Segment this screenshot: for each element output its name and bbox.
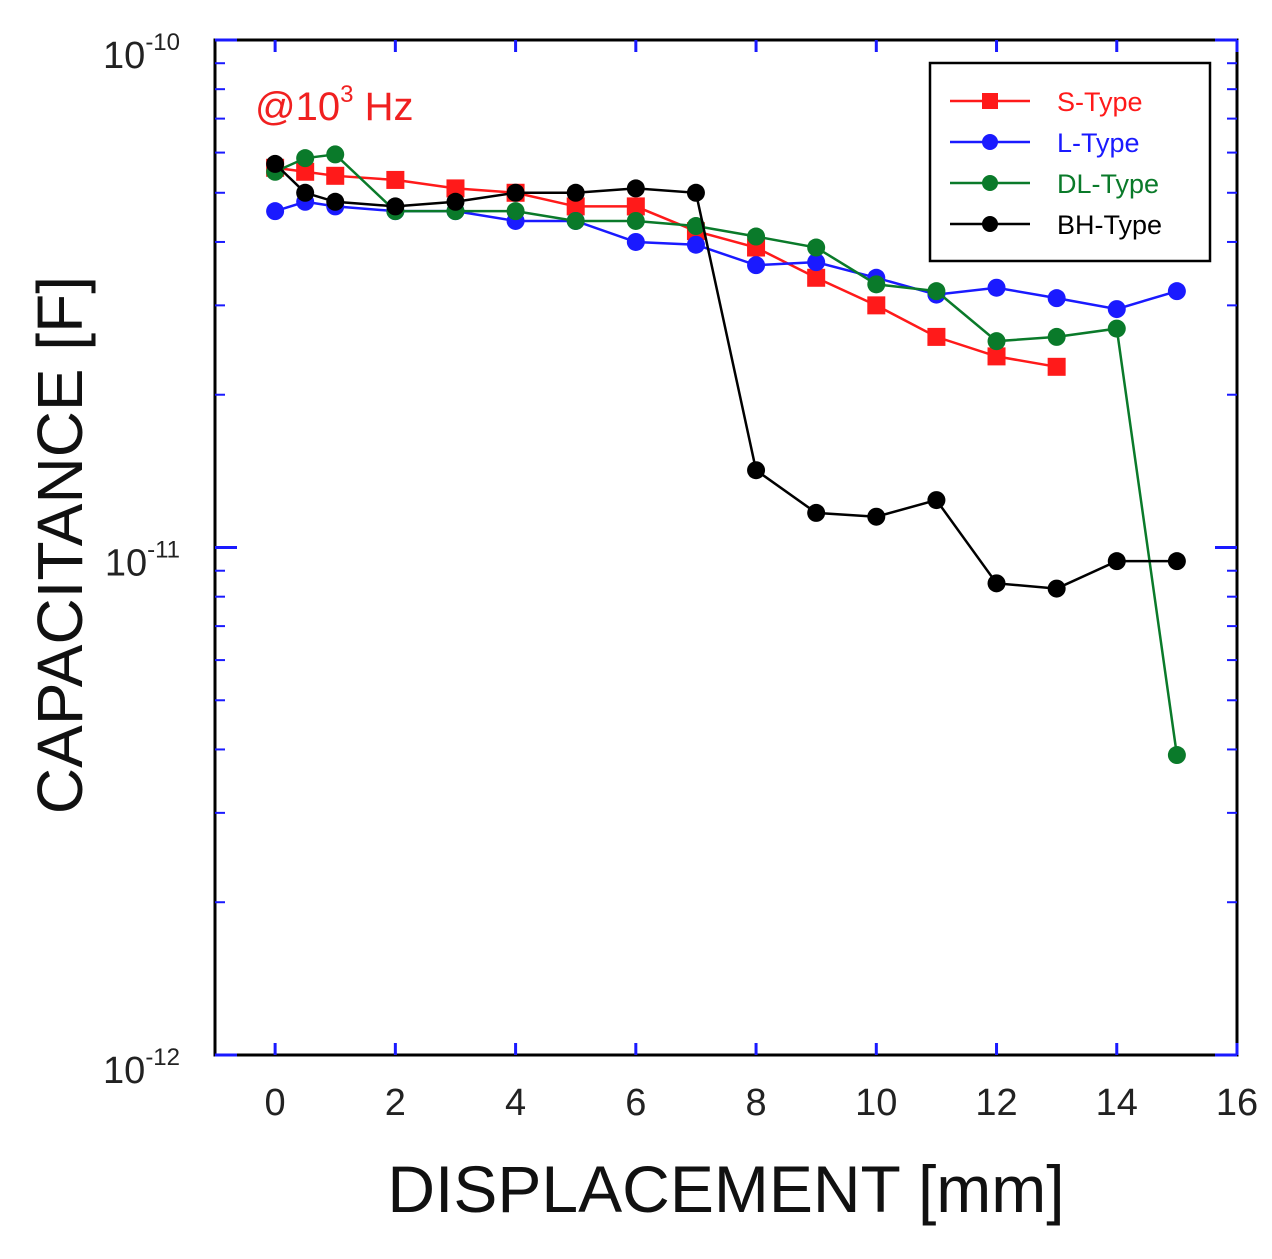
axes (213, 38, 1239, 1057)
bh-type-point (386, 197, 405, 216)
s-type-point (927, 327, 946, 346)
l-type-point (1167, 282, 1186, 301)
y-tick-label: 10-12 (103, 1044, 180, 1092)
s-type-point (1047, 357, 1066, 376)
bh-type-legend-marker (982, 216, 998, 232)
x-tick-label: 2 (385, 1082, 406, 1124)
dl-type-point (1107, 319, 1126, 338)
dl-type-point (686, 217, 705, 236)
l-type-legend-marker (982, 134, 998, 150)
legend-box (928, 61, 1212, 263)
bh-type-point (446, 192, 465, 211)
x-tick-label: 12 (975, 1082, 1017, 1124)
s-type-point (296, 162, 315, 181)
dl-type-legend-label: DL-Type (1057, 169, 1159, 199)
s-type-point (626, 197, 645, 216)
x-tick-label: 0 (265, 1082, 286, 1124)
dl-type-point (326, 145, 345, 164)
dl-type-point (1047, 327, 1066, 346)
x-axis-title: DISPLACEMENT [mm] (387, 1152, 1064, 1226)
bh-type-point (1107, 552, 1126, 571)
s-type-legend-label: S-Type (1057, 87, 1143, 117)
s-type-point (326, 166, 345, 185)
l-type-point (686, 235, 705, 254)
legend: S-Type L-Type DL-Type BH-Type (928, 61, 1212, 263)
x-tick-label: 16 (1216, 1082, 1258, 1124)
x-tick-label: 6 (625, 1082, 646, 1124)
bh-type-point (1167, 552, 1186, 571)
bh-type-point (807, 503, 826, 522)
bh-type-point (927, 491, 946, 510)
dl-type-point (987, 332, 1006, 351)
l-type-point (626, 232, 645, 251)
dl-type-point (867, 275, 886, 294)
dl-type-point (927, 282, 946, 301)
y-tick-label: 10-10 (103, 29, 180, 77)
s-type-point (807, 268, 826, 287)
bh-type-point (626, 179, 645, 198)
l-type-point (1107, 300, 1126, 319)
dl-type-point (296, 149, 315, 168)
bh-type-point (506, 183, 525, 202)
s-type-point (446, 179, 465, 198)
x-tick-label: 14 (1096, 1082, 1138, 1124)
bh-type-point (266, 154, 285, 173)
dl-type-point (506, 202, 525, 221)
s-type-point (867, 296, 886, 315)
x-tick-label: 10 (855, 1082, 897, 1124)
s-type-point (386, 170, 405, 189)
bh-type-point (747, 461, 766, 480)
bh-type-legend-label: BH-Type (1057, 210, 1162, 240)
y-axis-title: CAPACITANCE [F] (24, 276, 96, 814)
l-type-point (987, 278, 1006, 297)
l-type-point (747, 256, 766, 275)
l-type-point (266, 202, 285, 221)
dl-type-point (747, 227, 766, 246)
s-type-point (566, 197, 585, 216)
bh-type-point (867, 507, 886, 526)
dl-type-point (807, 238, 826, 257)
l-type-legend-label: L-Type (1057, 128, 1140, 158)
s-type-point (987, 347, 1006, 366)
bh-type-point (1047, 579, 1066, 598)
l-type-point (807, 253, 826, 272)
s-type-legend-marker (982, 93, 998, 109)
dl-type-legend-marker (982, 175, 998, 191)
series-layer (266, 145, 1186, 765)
bh-type-point (326, 192, 345, 211)
bh-type-point (686, 183, 705, 202)
dl-type-point (1167, 746, 1186, 765)
x-tick-label: 8 (745, 1082, 766, 1124)
x-tick-label: 4 (505, 1082, 526, 1124)
l-type-point (1047, 289, 1066, 308)
bh-type-point (987, 574, 1006, 593)
dl-type-point (626, 211, 645, 230)
dl-type-point (566, 211, 585, 230)
frequency-annotation: @103 Hz (255, 81, 413, 129)
y-tick-label: 10-11 (105, 537, 180, 585)
bh-type-point (566, 183, 585, 202)
bh-type-point (296, 183, 315, 202)
